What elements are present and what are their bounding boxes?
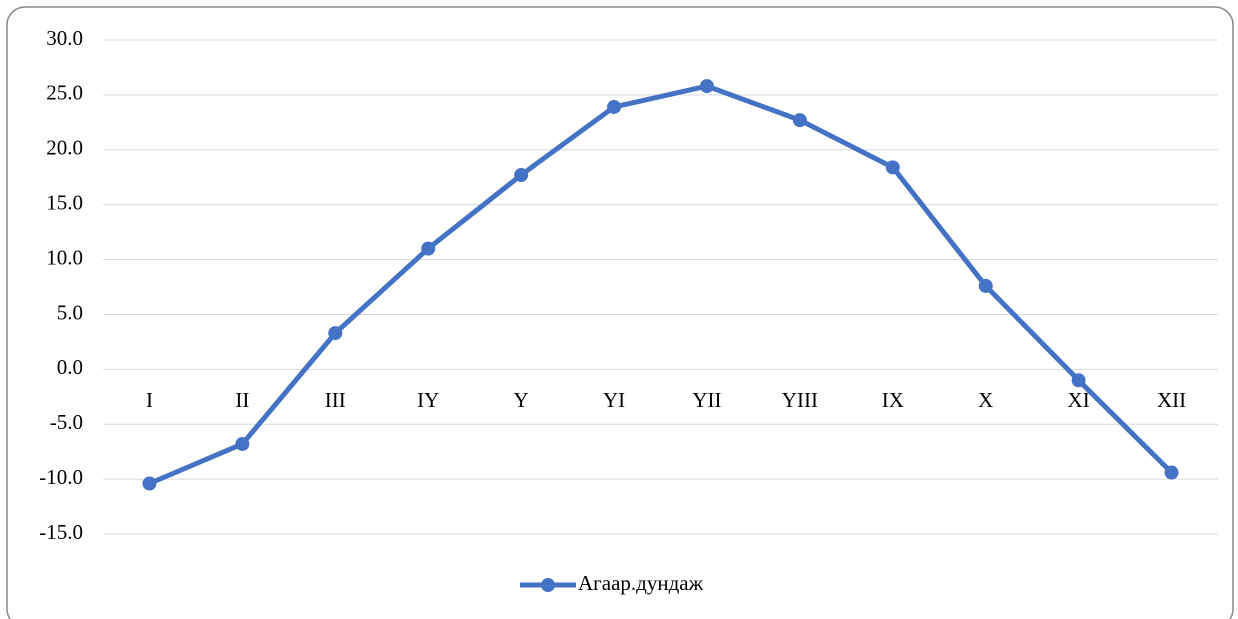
x-tick-label: XI: [1068, 388, 1090, 412]
x-tick-label: XII: [1157, 388, 1186, 412]
y-tick-label: 15.0: [46, 190, 83, 214]
series-marker: [792, 113, 807, 128]
x-tick-label: Y: [514, 388, 529, 412]
series-marker: [699, 79, 714, 94]
series-marker: [1071, 373, 1086, 388]
y-tick-label: 10.0: [46, 245, 83, 269]
chart-frame: [6, 6, 1234, 619]
y-tick-label: -10.0: [39, 465, 83, 489]
x-tick-label: X: [978, 388, 993, 412]
series-marker: [885, 160, 900, 175]
x-tick-label: YI: [603, 388, 625, 412]
series-marker: [328, 326, 343, 341]
x-tick-label: II: [235, 388, 249, 412]
y-tick-label: 25.0: [46, 81, 83, 105]
y-tick-label: 0.0: [57, 355, 83, 379]
x-tick-label: I: [146, 388, 153, 412]
x-tick-label: IX: [882, 388, 904, 412]
x-tick-label: III: [325, 388, 346, 412]
series-marker: [607, 99, 622, 114]
x-tick-label: YII: [692, 388, 721, 412]
series-marker: [142, 476, 157, 491]
y-tick-label: 20.0: [46, 136, 83, 160]
y-tick-label: -15.0: [39, 520, 83, 544]
y-tick-label: 5.0: [57, 300, 83, 324]
series-marker: [978, 278, 993, 293]
series-marker: [421, 241, 436, 256]
series-marker: [514, 168, 529, 183]
x-tick-label: IY: [417, 388, 439, 412]
y-tick-label: 30.0: [46, 26, 83, 50]
series-marker: [235, 436, 250, 451]
y-tick-label: -5.0: [50, 410, 83, 434]
legend-marker: [541, 578, 555, 592]
legend-label: Агаар.дундаж: [578, 571, 704, 595]
series-line: [148, 83, 1174, 486]
x-tick-label: YIII: [782, 388, 818, 412]
series-marker: [1164, 465, 1179, 480]
